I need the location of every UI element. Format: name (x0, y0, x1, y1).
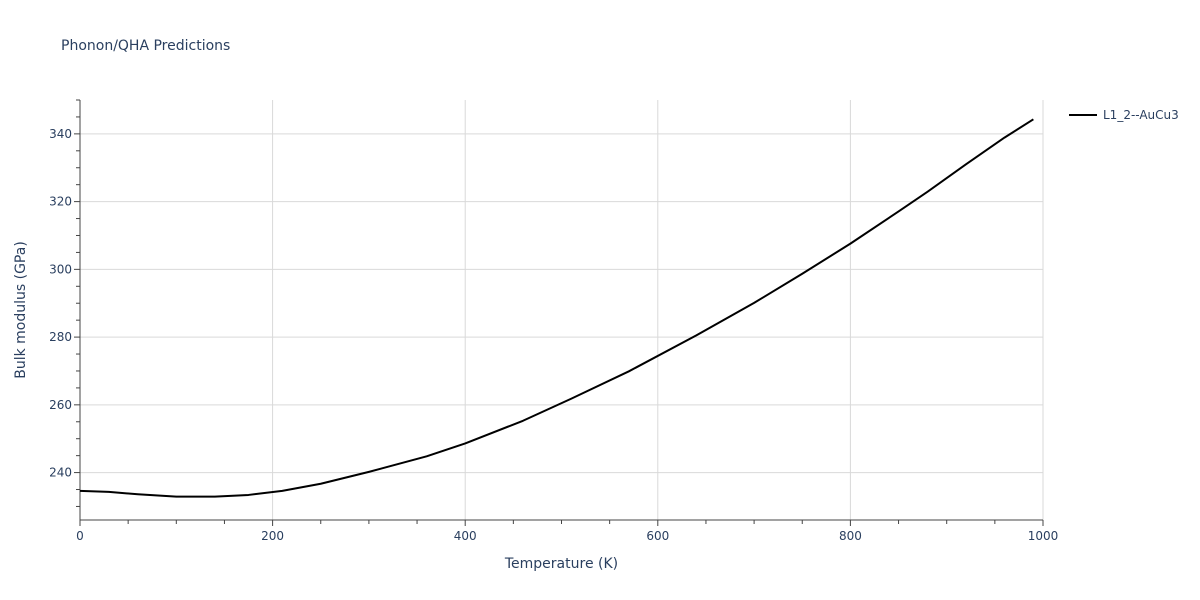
series-line (79, 118, 1034, 498)
y-tick-label: 340 (49, 127, 72, 141)
y-tick-label: 320 (49, 195, 72, 209)
x-tick-label: 400 (454, 529, 477, 543)
x-tick-label: 200 (261, 529, 284, 543)
y-axis-title: Bulk modulus (GPa) (13, 241, 29, 379)
x-tick-label: 600 (646, 529, 669, 543)
y-tick-label: 280 (49, 330, 72, 344)
y-tick-label: 260 (49, 398, 72, 412)
y-tick-label: 240 (49, 466, 72, 480)
x-tick-label: 0 (76, 529, 84, 543)
plot-area (79, 118, 1034, 498)
legend-label: L1_2--AuCu3 (1103, 108, 1179, 122)
grid (80, 100, 1044, 520)
y-tick-label: 300 (49, 262, 72, 276)
legend-item[interactable]: L1_2--AuCu3 (1069, 108, 1179, 122)
x-tick-label: 800 (839, 529, 862, 543)
x-tick-label: 1000 (1028, 529, 1059, 543)
legend[interactable]: L1_2--AuCu3 (1069, 108, 1179, 122)
axes: 0 200 400 600 800 1000 240 260 280 300 320 340 (49, 99, 1059, 543)
x-axis-title: Temperature (K) (504, 556, 618, 572)
chart-title: Phonon/QHA Predictions (61, 38, 230, 54)
